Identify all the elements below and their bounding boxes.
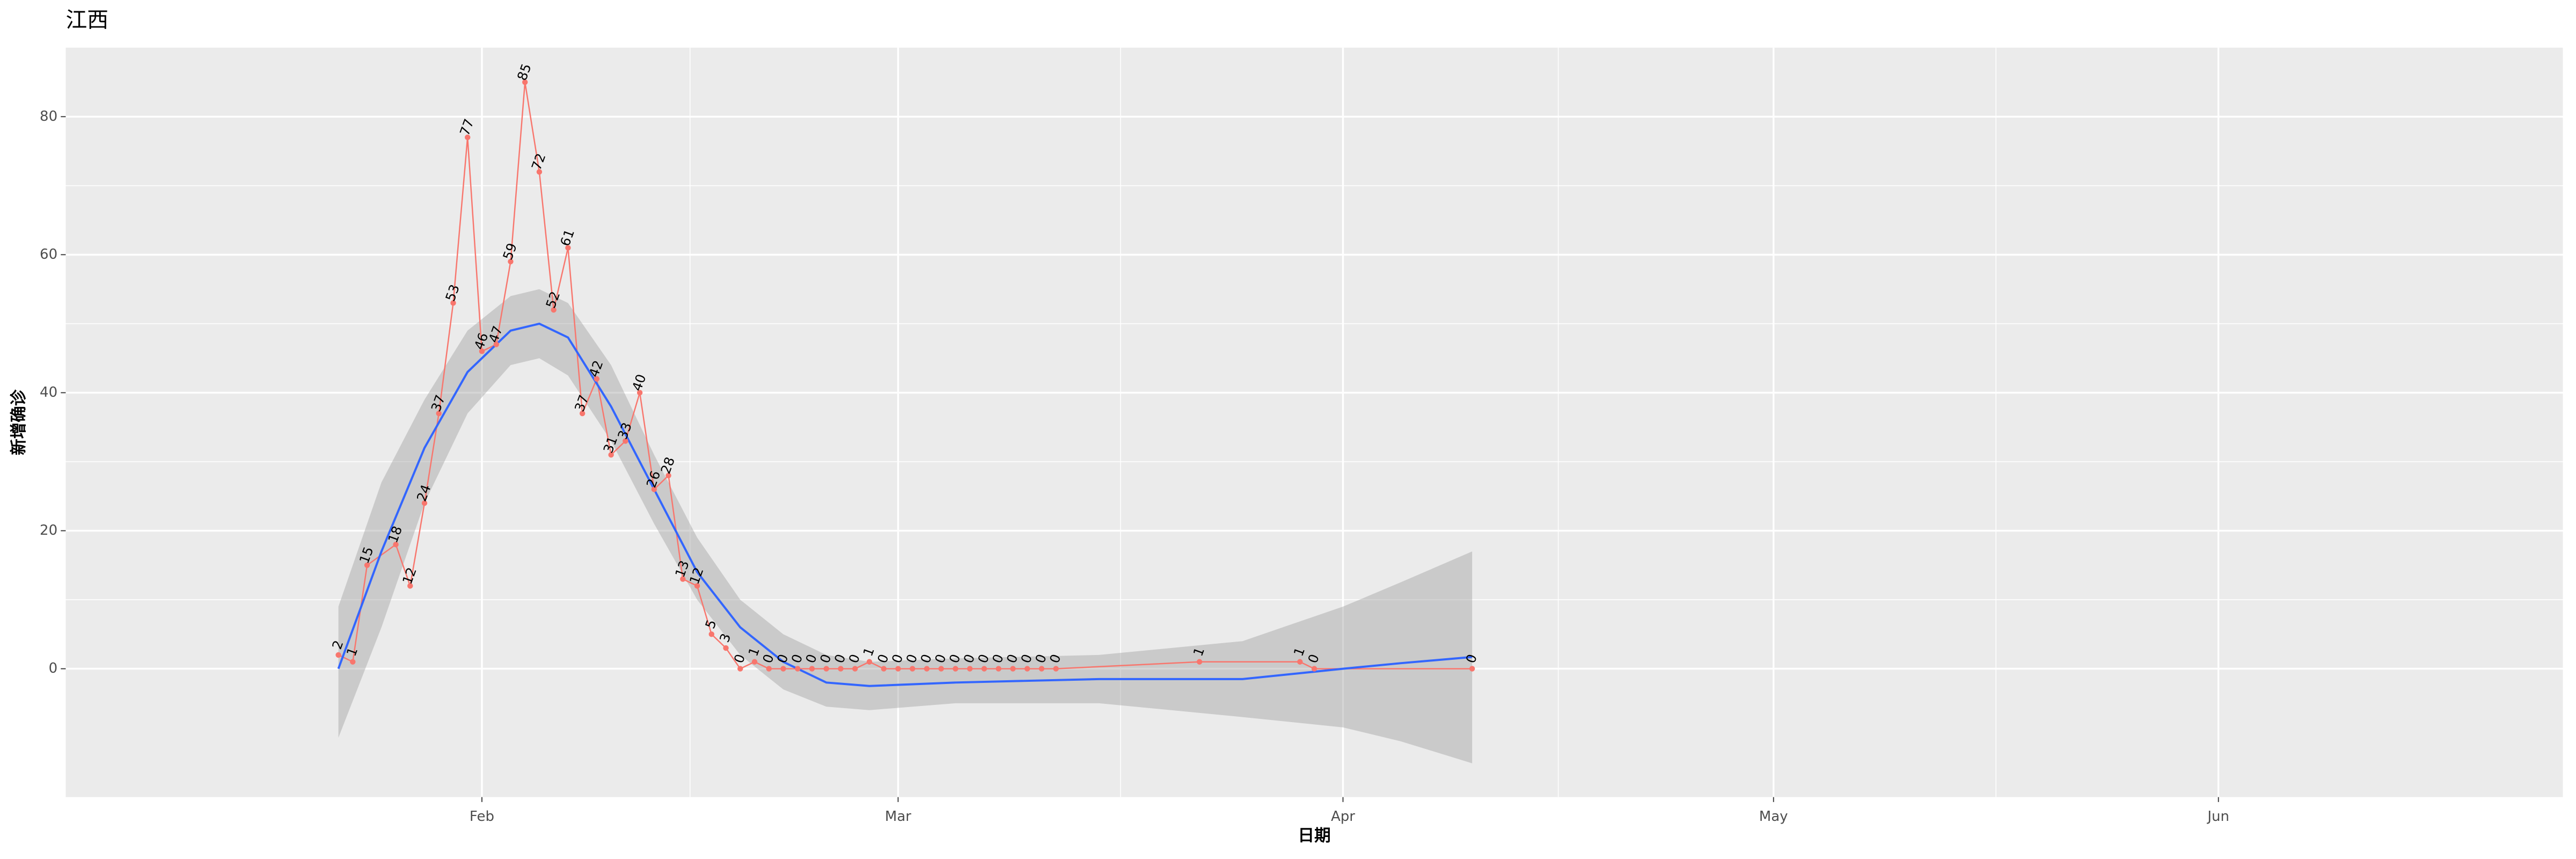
data-point [981,666,987,672]
smooth-line [337,322,1473,687]
data-point [565,245,571,251]
data-point [608,452,614,458]
x-tick-label: May [1759,809,1788,825]
data-point [737,666,743,672]
data-point [967,666,973,672]
data-point [407,583,413,589]
data-point [838,666,844,672]
data-point [680,576,686,582]
data-point [594,376,600,382]
data-point [852,666,858,672]
marks: 2115181224375377464759857252613742313340… [329,62,1480,763]
data-point [536,169,543,175]
data-point [694,583,700,589]
data-point [1297,659,1303,665]
confidence-band [338,289,1473,763]
data-point [508,259,514,265]
data-point [924,666,930,672]
data-point [436,410,442,417]
y-tick-label: 80 [40,108,57,125]
data-point [665,472,671,478]
data-point [1469,666,1475,672]
data-point [809,666,815,672]
chart-title: 江西 [65,8,108,32]
data-point [450,300,456,306]
data-point [636,390,643,396]
data-point [766,666,772,672]
data-point [623,438,628,444]
data-point [751,659,758,665]
x-tick-label: Mar [885,809,911,825]
data-point [938,666,944,672]
y-tick-label: 60 [40,246,57,263]
y-tick-label: 20 [40,522,57,538]
data-point [910,666,916,672]
data-point [1053,666,1059,672]
data-point [823,666,829,672]
data-point [1010,666,1016,672]
data-point [493,341,499,347]
data-point [350,659,356,665]
data-point [335,652,341,658]
data-point [780,666,786,672]
data-point [465,134,471,141]
y-axis-title: 新增确诊 [10,389,28,455]
data-point [1311,666,1318,672]
data-point [393,542,399,548]
data-point [551,307,557,313]
x-tick-label: Feb [470,809,494,825]
data-point [895,666,901,672]
data-point [364,562,370,569]
data-point [1024,666,1030,672]
data-point [522,79,528,85]
x-tick-label: Jun [2206,809,2229,825]
data-point [723,645,729,651]
data-point [1038,666,1045,672]
data-point [708,631,715,637]
y-tick-label: 0 [49,660,58,676]
data-point [1196,659,1203,665]
data-point [479,348,485,354]
data-point [953,666,958,672]
data-point [881,666,887,672]
data-point [795,666,801,672]
data-point [579,410,586,417]
data-point [866,659,873,665]
x-axis-title: 日期 [1298,827,1330,846]
data-point [651,486,657,492]
y-tick-label: 40 [40,384,57,401]
data-point [421,500,428,506]
grid [65,47,2563,797]
x-tick-label: Apr [1331,809,1355,825]
data-point [996,666,1001,672]
